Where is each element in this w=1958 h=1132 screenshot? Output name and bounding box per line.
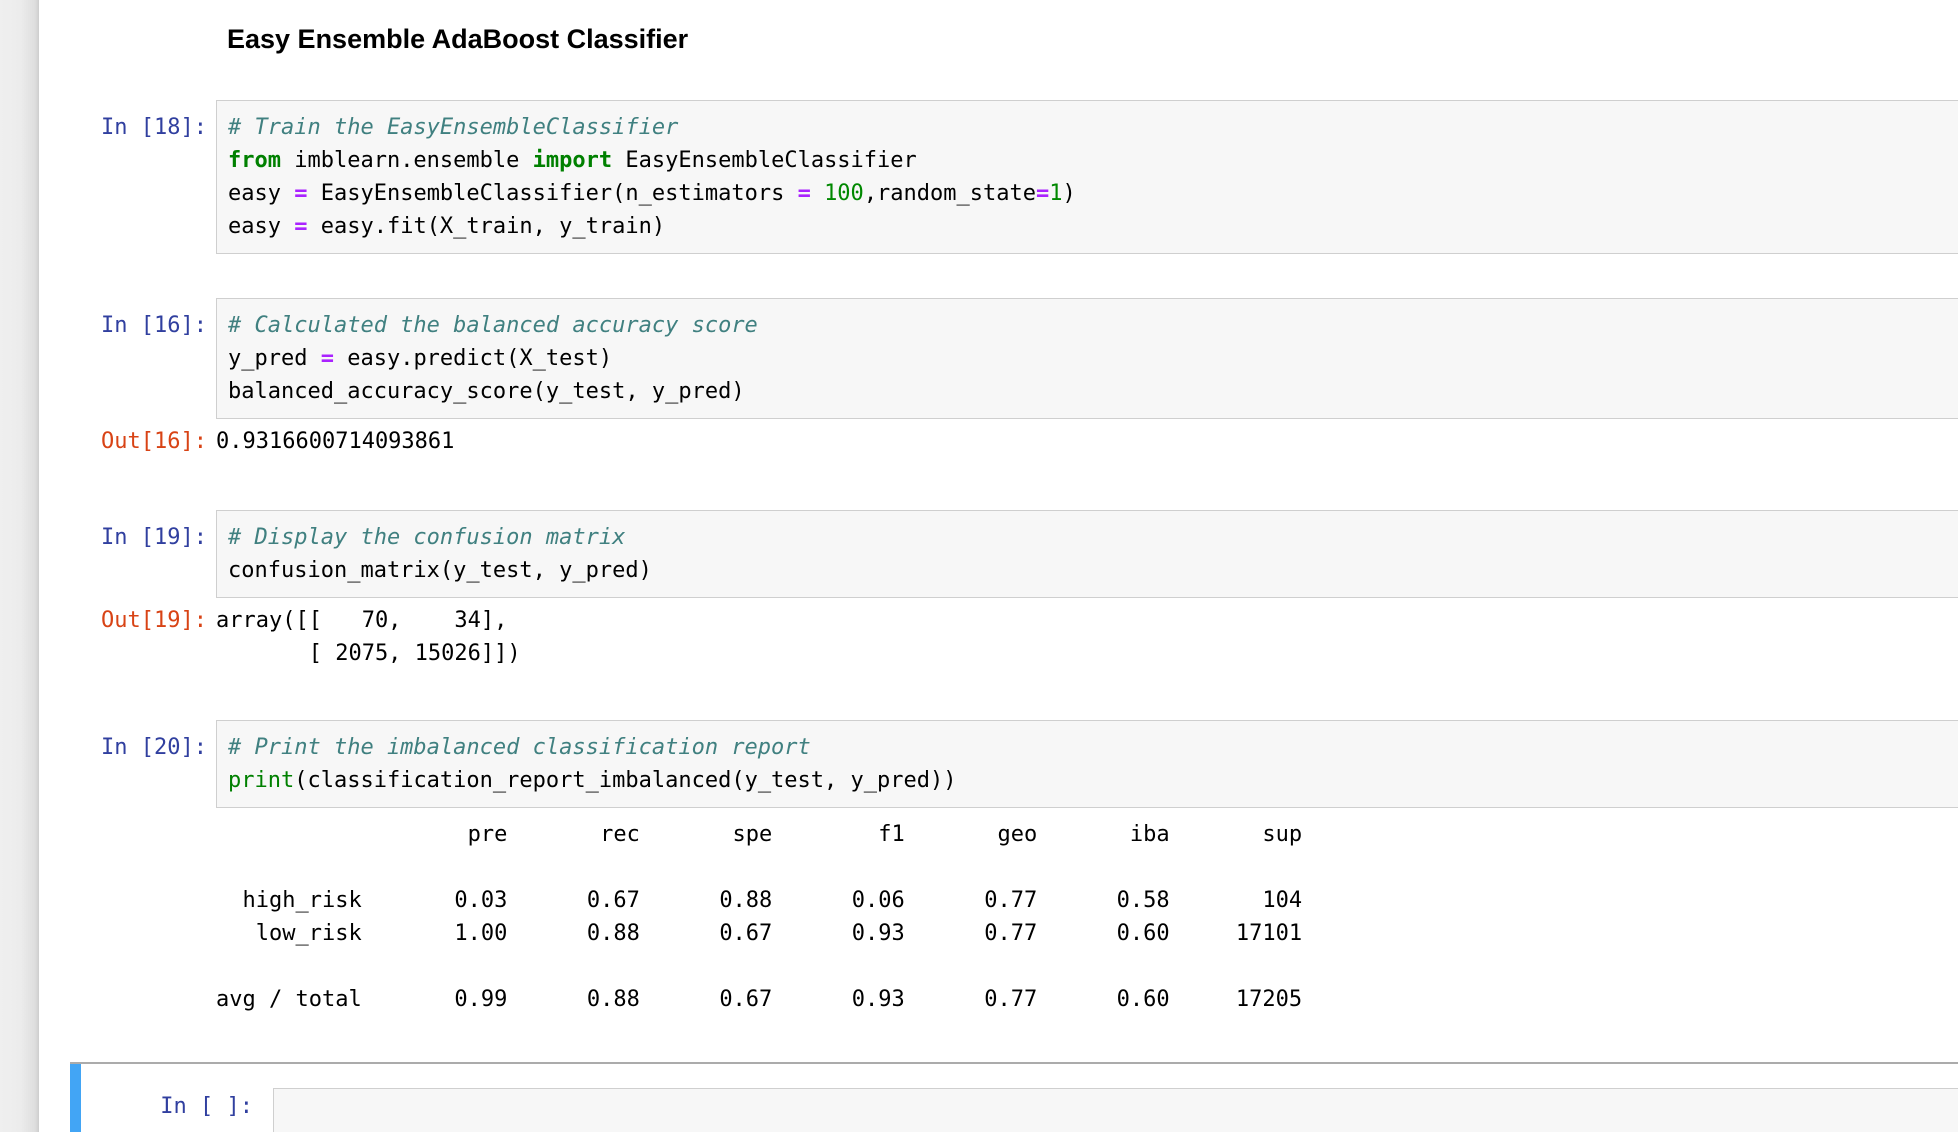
input-prompt: In [ ]: bbox=[160, 1094, 253, 1119]
code-input[interactable]: # Train the EasyEnsembleClassifier from i… bbox=[216, 100, 1958, 254]
output-text: array([[ 70, 34], [ 2075, 15026]]) bbox=[216, 608, 521, 666]
input-prompt: In [16]: bbox=[101, 313, 207, 338]
output-area-out19: Out[19]: array([[ 70, 34], [ 2075, 15026… bbox=[40, 604, 1958, 670]
code-input[interactable]: # Print the imbalanced classification re… bbox=[216, 720, 1958, 808]
output-area-out16: Out[16]: 0.9316600714093861 bbox=[40, 425, 1958, 458]
output-area-classification-report: pre rec spe f1 geo iba sup high_risk 0.0… bbox=[40, 818, 1958, 1016]
input-prompt: In [20]: bbox=[101, 735, 207, 760]
window-edge-strip bbox=[0, 0, 39, 1132]
empty-code-input[interactable] bbox=[273, 1088, 1958, 1132]
classification-report-text: pre rec spe f1 geo iba sup high_risk 0.0… bbox=[216, 822, 1303, 1012]
code-input[interactable]: # Calculated the balanced accuracy score… bbox=[216, 298, 1958, 419]
input-prompt: In [18]: bbox=[101, 115, 207, 140]
code-cell-in20: In [20]: # Print the imbalanced classifi… bbox=[40, 720, 1958, 808]
cell-selection-bar bbox=[70, 1064, 81, 1132]
output-prompt: Out[19]: bbox=[101, 608, 207, 633]
code-cell-in19: In [19]: # Display the confusion matrix c… bbox=[40, 510, 1958, 598]
code-cell-in18: In [18]: # Train the EasyEnsembleClassif… bbox=[40, 100, 1958, 254]
output-text: 0.9316600714093861 bbox=[216, 429, 455, 454]
code-input[interactable]: # Display the confusion matrix confusion_… bbox=[216, 510, 1958, 598]
output-prompt-spacer bbox=[40, 818, 216, 1016]
notebook-area: Easy Ensemble AdaBoost Classifier In [18… bbox=[40, 0, 1958, 1016]
output-prompt: Out[16]: bbox=[101, 429, 207, 454]
code-cell-in16: In [16]: # Calculated the balanced accur… bbox=[40, 298, 1958, 419]
notebook-heading: Easy Ensemble AdaBoost Classifier bbox=[227, 24, 689, 54]
empty-code-cell-selected[interactable]: In [ ]: bbox=[70, 1062, 1958, 1132]
input-prompt: In [19]: bbox=[101, 525, 207, 550]
